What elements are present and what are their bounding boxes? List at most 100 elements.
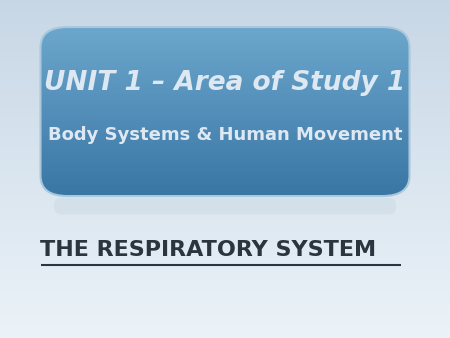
Bar bbox=[40, 152, 410, 154]
Bar bbox=[40, 147, 410, 149]
Bar bbox=[0, 292, 450, 294]
Bar bbox=[0, 88, 450, 90]
Bar bbox=[0, 282, 450, 284]
Bar bbox=[0, 213, 450, 215]
Bar bbox=[40, 44, 410, 46]
Bar bbox=[0, 319, 450, 321]
Bar bbox=[40, 126, 410, 128]
Bar bbox=[0, 311, 450, 313]
Bar bbox=[0, 27, 450, 29]
Bar bbox=[0, 208, 450, 210]
Bar bbox=[40, 164, 410, 166]
Bar bbox=[0, 257, 450, 259]
Bar bbox=[0, 188, 450, 189]
Bar bbox=[0, 291, 450, 292]
Bar bbox=[0, 286, 450, 287]
Bar bbox=[0, 134, 450, 135]
Bar bbox=[40, 112, 410, 114]
Bar bbox=[0, 237, 450, 238]
Bar bbox=[0, 83, 450, 84]
Bar bbox=[0, 250, 450, 252]
Bar bbox=[40, 118, 410, 120]
Bar bbox=[0, 12, 450, 14]
Bar bbox=[0, 59, 450, 61]
Bar bbox=[0, 103, 450, 105]
Bar bbox=[40, 93, 410, 95]
Bar bbox=[40, 105, 410, 107]
Bar bbox=[40, 54, 410, 57]
Bar bbox=[0, 135, 450, 137]
Bar bbox=[0, 198, 450, 199]
Bar bbox=[0, 39, 450, 41]
Bar bbox=[0, 331, 450, 333]
Bar bbox=[0, 157, 450, 159]
Bar bbox=[0, 120, 450, 122]
Bar bbox=[0, 81, 450, 83]
Bar bbox=[0, 191, 450, 193]
Bar bbox=[0, 69, 450, 71]
Bar bbox=[0, 184, 450, 186]
Bar bbox=[0, 41, 450, 42]
Bar bbox=[40, 179, 410, 181]
Bar bbox=[0, 142, 450, 144]
Bar bbox=[0, 29, 450, 30]
Bar bbox=[0, 79, 450, 81]
Bar bbox=[40, 120, 410, 122]
Bar bbox=[0, 24, 450, 25]
Bar bbox=[0, 32, 450, 34]
Bar bbox=[0, 118, 450, 120]
Bar bbox=[40, 156, 410, 158]
Bar bbox=[40, 97, 410, 99]
Bar bbox=[40, 59, 410, 61]
Bar bbox=[0, 42, 450, 44]
Bar bbox=[40, 80, 410, 82]
Bar bbox=[0, 30, 450, 32]
Bar bbox=[40, 86, 410, 88]
Bar bbox=[0, 74, 450, 76]
Bar bbox=[0, 201, 450, 203]
Bar bbox=[0, 210, 450, 211]
Bar bbox=[0, 228, 450, 230]
Bar bbox=[0, 71, 450, 73]
Bar bbox=[0, 49, 450, 51]
Bar bbox=[0, 176, 450, 177]
Bar bbox=[0, 269, 450, 270]
Bar bbox=[0, 254, 450, 255]
Bar bbox=[0, 318, 450, 319]
Bar bbox=[0, 101, 450, 103]
Bar bbox=[0, 25, 450, 27]
Bar bbox=[0, 262, 450, 264]
Bar bbox=[0, 186, 450, 188]
Bar bbox=[0, 299, 450, 301]
Bar bbox=[0, 259, 450, 260]
Bar bbox=[40, 38, 410, 40]
Bar bbox=[0, 240, 450, 242]
Bar bbox=[0, 323, 450, 324]
Bar bbox=[40, 116, 410, 118]
Bar bbox=[40, 29, 410, 31]
Bar bbox=[40, 40, 410, 42]
Bar bbox=[0, 47, 450, 49]
Bar bbox=[0, 54, 450, 56]
Bar bbox=[0, 206, 450, 208]
Bar bbox=[40, 57, 410, 59]
Bar bbox=[0, 252, 450, 254]
Bar bbox=[0, 64, 450, 66]
Bar bbox=[0, 289, 450, 291]
Bar bbox=[0, 20, 450, 22]
Bar bbox=[0, 96, 450, 98]
Bar bbox=[0, 330, 450, 331]
Bar bbox=[40, 52, 410, 54]
Bar bbox=[0, 73, 450, 74]
Bar bbox=[0, 177, 450, 179]
Bar bbox=[40, 31, 410, 33]
Bar bbox=[40, 103, 410, 105]
Bar bbox=[0, 309, 450, 311]
Bar bbox=[0, 144, 450, 145]
Bar bbox=[40, 186, 410, 188]
Bar bbox=[0, 287, 450, 289]
Bar bbox=[40, 145, 410, 147]
Bar bbox=[0, 255, 450, 257]
Bar bbox=[0, 150, 450, 152]
Bar bbox=[0, 22, 450, 24]
